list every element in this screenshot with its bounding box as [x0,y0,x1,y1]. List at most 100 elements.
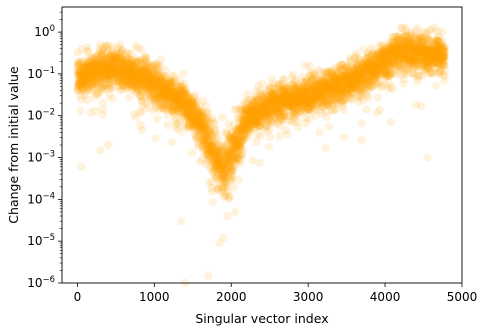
scatter-point [163,105,173,115]
scatter-point [164,90,173,99]
scatter-point [104,59,113,68]
scatter-point [99,55,108,65]
scatter-point [135,86,144,95]
scatter-point [91,55,101,64]
scatter-point [126,82,136,91]
scatter-point [113,75,123,84]
scatter-point [73,67,82,77]
scatter-point [107,66,116,75]
scatter-point [151,90,160,99]
scatter-point [134,75,144,84]
scatter-point [91,67,100,76]
scatter-point [162,93,171,103]
scatter-point [119,74,128,83]
scatter-point [140,63,150,73]
scatter-point [105,73,115,83]
scatter-point [145,85,154,95]
scatter-point [166,96,175,106]
scatter-point [98,83,107,92]
scatter-point [119,66,129,76]
x-tick-label: 3000 [293,290,324,304]
scatter-point [156,76,165,85]
scatter-point [168,89,177,98]
scatter-point [111,54,121,64]
scatter-point [150,89,159,98]
scatter-point [161,85,171,94]
scatter-point [106,51,115,60]
scatter-point [134,74,143,83]
scatter-point [74,57,83,66]
scatter-point [141,52,150,61]
scatter-point [75,77,85,87]
scatter-point [151,74,161,83]
scatter-point [100,67,109,77]
scatter-point [148,67,157,77]
scatter-point [77,86,87,95]
scatter-point [166,103,175,113]
scatter-point [152,60,161,69]
scatter-point [130,86,140,96]
scatter-point [126,75,135,84]
scatter-point [159,86,168,95]
scatter-point [93,73,103,83]
scatter-point [74,61,84,71]
scatter-point [124,49,133,58]
scatter-point [165,85,174,94]
scatter-point [161,89,170,98]
scatter-point [108,94,117,104]
scatter-point [88,79,97,89]
scatter-point [134,57,143,67]
scatter-point [85,69,94,78]
scatter-point [101,55,110,64]
scatter-point [131,63,140,73]
scatter-point [107,53,116,62]
scatter-point [163,93,173,103]
scatter-point [168,106,177,115]
scatter-point [165,91,175,100]
scatter-point [109,61,118,70]
scatter-point [110,62,119,71]
scatter-point [126,64,135,73]
scatter-point [156,93,165,103]
scatter-point [152,83,161,92]
scatter-point [111,54,120,63]
scatter-point [159,100,169,109]
scatter-point [118,66,128,76]
scatter-point [140,73,149,82]
scatter-point [102,72,111,82]
scatter-point [78,63,87,72]
scatter-point [116,48,126,57]
scatter-point [145,78,154,87]
scatter-point [154,83,163,93]
scatter-point [164,88,173,97]
scatter-point [153,80,162,90]
scatter-point [77,58,86,68]
scatter-point [131,81,140,90]
scatter-point [156,92,166,102]
scatter-point [78,71,88,81]
scatter-point [105,65,115,75]
scatter-point [139,63,148,73]
scatter-point [111,77,121,86]
scatter-point [95,87,104,97]
scatter-point [100,74,110,83]
scatter-point [158,84,167,93]
scatter-point [109,67,119,77]
scatter-point [78,71,88,81]
scatter-point [141,73,150,82]
scatter-point [134,73,144,82]
scatter-point [118,61,127,70]
scatter-point [166,88,175,97]
scatter-point [133,84,142,93]
scatter-point [121,70,131,80]
scatter-point [147,83,156,92]
scatter-point [119,71,129,80]
scatter-point [154,89,163,98]
scatter-point [91,76,100,85]
scatter-point [132,81,141,90]
scatter-point [136,120,145,130]
scatter-point [160,80,169,89]
scatter-point [139,59,148,68]
scatter-point [94,70,103,80]
scatter-point [115,72,125,81]
